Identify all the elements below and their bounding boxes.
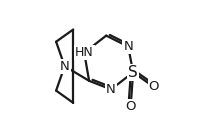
Text: S: S [128,65,138,80]
Text: O: O [125,100,136,113]
Text: HN: HN [75,46,94,59]
Text: O: O [149,80,159,94]
Text: N: N [106,83,116,96]
Text: N: N [60,60,70,73]
Text: N: N [123,40,133,53]
